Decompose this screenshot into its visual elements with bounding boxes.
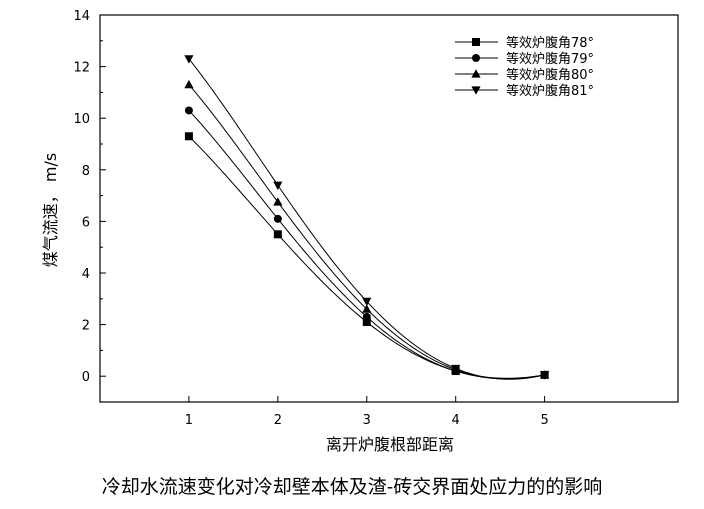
legend-entry: 等效炉腹角79° bbox=[506, 51, 594, 67]
data-point bbox=[184, 79, 194, 89]
y-tick-label: 12 bbox=[73, 61, 90, 76]
legend-marker bbox=[472, 38, 480, 46]
x-tick-label: 3 bbox=[363, 413, 371, 428]
legend-marker bbox=[471, 86, 481, 95]
y-tick-label: 14 bbox=[73, 9, 90, 24]
figure-caption: 冷却水流速变化对冷却壁本体及渣-砖交界面处应力的的影响 bbox=[101, 476, 603, 498]
data-point bbox=[273, 181, 283, 191]
data-point bbox=[273, 197, 283, 206]
data-point bbox=[362, 297, 372, 307]
legend-entry: 等效炉腹角81° bbox=[506, 83, 594, 99]
y-tick-label: 10 bbox=[73, 112, 90, 127]
y-tick-label: 8 bbox=[82, 164, 90, 179]
plot-frame bbox=[99, 14, 679, 403]
data-point bbox=[540, 371, 550, 380]
y-tick-label: 0 bbox=[82, 370, 90, 385]
legend: 等效炉腹角78°等效炉腹角79°等效炉腹角80°等效炉腹角81° bbox=[455, 35, 594, 99]
x-tick-label: 1 bbox=[185, 413, 193, 428]
legend-marker bbox=[471, 69, 481, 78]
series-line bbox=[188, 58, 545, 380]
x-axis-label: 离开炉腹根部距离 bbox=[326, 435, 454, 454]
series-line bbox=[188, 135, 545, 379]
legend-entry: 等效炉腹角80° bbox=[506, 67, 594, 83]
legend-marker bbox=[472, 54, 480, 62]
series-line bbox=[188, 84, 545, 380]
data-point bbox=[184, 132, 193, 141]
x-tick-label: 4 bbox=[452, 413, 460, 428]
x-tick-label: 5 bbox=[540, 413, 548, 428]
data-point bbox=[362, 304, 372, 313]
y-tick-label: 2 bbox=[82, 319, 90, 334]
y-tick-label: 4 bbox=[82, 267, 90, 282]
x-tick-label: 2 bbox=[274, 413, 282, 428]
y-axis-label: 煤气流速， m/s bbox=[41, 153, 60, 267]
legend-entry: 等效炉腹角78° bbox=[506, 35, 594, 51]
data-point bbox=[184, 106, 193, 115]
data-point bbox=[184, 55, 194, 64]
data-point bbox=[362, 318, 371, 327]
data-point bbox=[273, 230, 282, 239]
data-point bbox=[362, 312, 371, 321]
series-line bbox=[188, 110, 545, 380]
data-point bbox=[273, 214, 282, 223]
y-tick-label: 6 bbox=[82, 215, 90, 230]
data-point bbox=[451, 364, 461, 374]
